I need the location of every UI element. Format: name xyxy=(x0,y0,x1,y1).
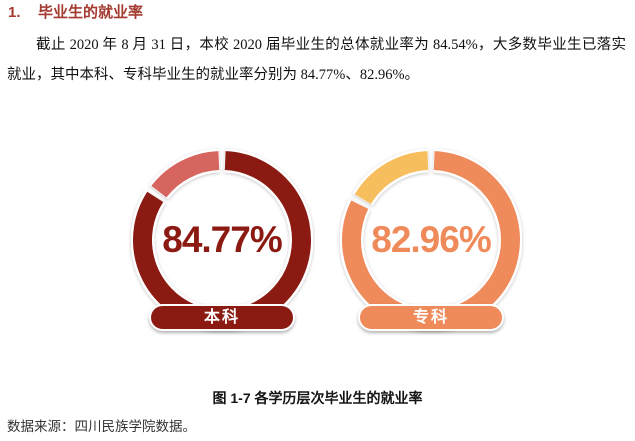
gauge-value-vocational: 82.96% xyxy=(371,219,492,260)
gauge-undergraduate: 84.77% 本科 xyxy=(131,149,313,349)
section-number: 1. xyxy=(8,4,21,21)
gauge-value-undergraduate: 84.77% xyxy=(162,219,283,260)
body-paragraph: 截止 2020 年 8 月 31 日，本校 2020 届毕业生的总体就业率为 8… xyxy=(7,37,626,83)
section-heading: 1. 毕业生的就业率 xyxy=(8,3,627,23)
data-source-note: 数据来源：四川民族学院数据。 xyxy=(7,419,196,434)
gauge-label-vocational: 专科 xyxy=(358,304,504,331)
section-title: 毕业生的就业率 xyxy=(38,4,144,21)
gauge-label-undergraduate: 本科 xyxy=(149,304,295,331)
gauge-vocational: 82.96% 专科 xyxy=(340,149,522,349)
figure-caption: 图 1-7 各学历层次毕业生的就业率 xyxy=(212,390,423,406)
